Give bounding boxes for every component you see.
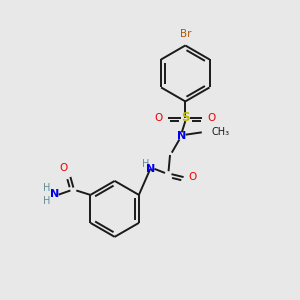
Text: O: O [155, 112, 163, 123]
Text: N: N [177, 131, 186, 141]
Text: CH₃: CH₃ [211, 127, 230, 137]
Text: H: H [43, 196, 51, 206]
Text: H: H [142, 159, 149, 169]
Text: O: O [208, 112, 216, 123]
Text: S: S [181, 111, 190, 124]
Text: O: O [189, 172, 197, 182]
Text: Br: Br [180, 29, 191, 39]
Text: N: N [146, 164, 155, 174]
Text: H: H [43, 183, 51, 194]
Text: O: O [60, 163, 68, 173]
Text: N: N [50, 189, 60, 199]
